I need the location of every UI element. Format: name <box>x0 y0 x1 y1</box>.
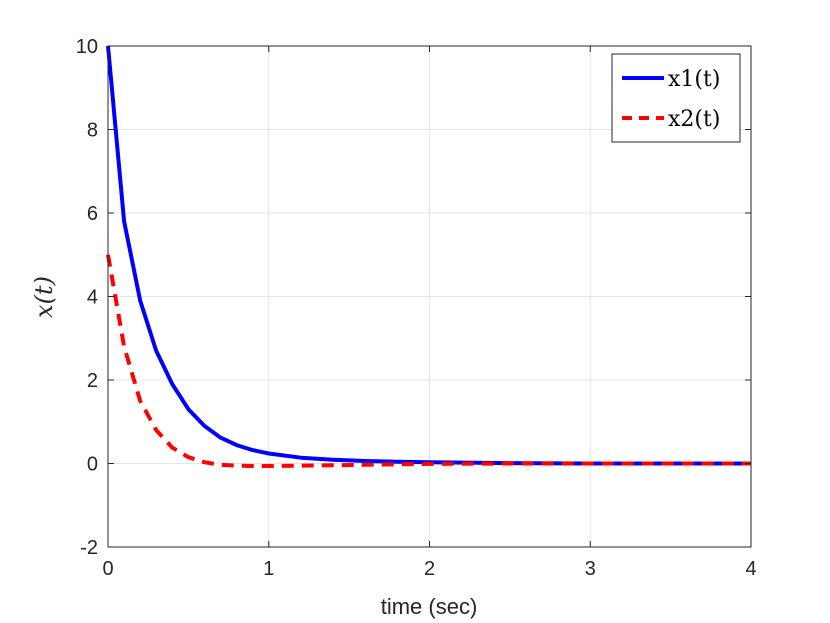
y-tick-label: 6 <box>87 203 98 225</box>
x-axis-title: time (sec) <box>381 594 478 619</box>
legend-label-x2: x2(t) <box>668 107 720 132</box>
y-tick-label: 8 <box>87 120 98 142</box>
series-line-1 <box>106 45 751 466</box>
x-tick-label: 4 <box>745 558 756 580</box>
y-tick-label: 10 <box>76 36 98 58</box>
series-line-2 <box>106 254 751 468</box>
y-tick-label: 4 <box>87 287 98 309</box>
x-tick-label: 2 <box>424 558 435 580</box>
legend: x1(t) x2(t) <box>611 53 741 143</box>
legend-box <box>611 53 741 143</box>
legend-label-x1: x1(t) <box>668 67 720 92</box>
y-tick-label: 2 <box>87 370 98 392</box>
x-tick-label: 1 <box>263 558 274 580</box>
x-tick-label: 0 <box>102 558 113 580</box>
y-tick-label: -2 <box>80 537 98 559</box>
plot-lines <box>106 45 751 468</box>
y-axis-title: x(t) <box>30 276 58 318</box>
x-tick-label: 3 <box>585 558 596 580</box>
y-tick-label: 0 <box>87 454 98 476</box>
